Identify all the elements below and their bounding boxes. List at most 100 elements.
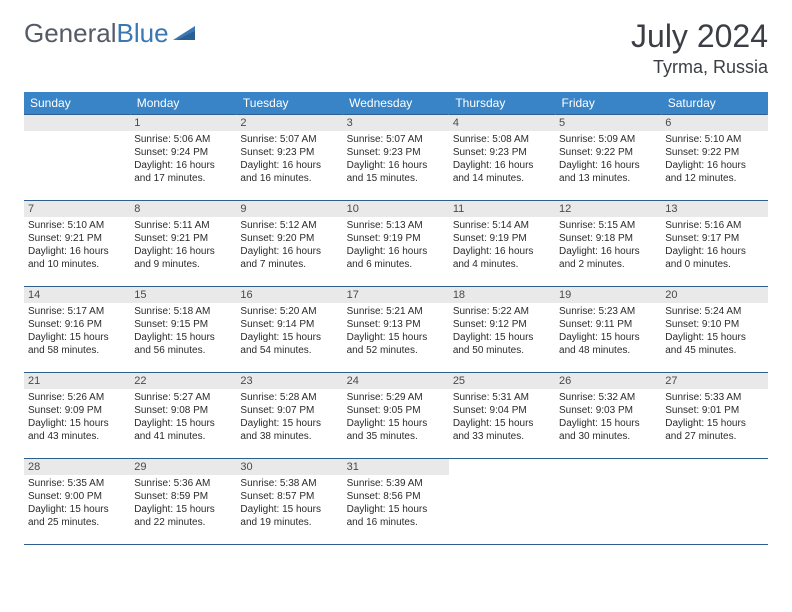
sunrise-text: Sunrise: 5:39 AM: [347, 477, 445, 490]
day-number: 7: [24, 201, 130, 217]
day-number: 8: [130, 201, 236, 217]
sunset-text: Sunset: 9:19 PM: [347, 232, 445, 245]
daylight-text: Daylight: 15 hours and 48 minutes.: [559, 331, 657, 357]
daylight-text: Daylight: 15 hours and 19 minutes.: [240, 503, 338, 529]
daylight-text: Daylight: 15 hours and 33 minutes.: [453, 417, 551, 443]
sunrise-text: Sunrise: 5:33 AM: [665, 391, 763, 404]
daylight-text: Daylight: 16 hours and 16 minutes.: [240, 159, 338, 185]
day-info: Sunrise: 5:32 AMSunset: 9:03 PMDaylight:…: [555, 389, 661, 445]
sunrise-text: Sunrise: 5:28 AM: [240, 391, 338, 404]
daylight-text: Daylight: 16 hours and 13 minutes.: [559, 159, 657, 185]
calendar-cell: 11Sunrise: 5:14 AMSunset: 9:19 PMDayligh…: [449, 201, 555, 287]
sunset-text: Sunset: 9:23 PM: [240, 146, 338, 159]
header: GeneralBlue July 2024 Tyrma, Russia: [24, 18, 768, 78]
brand-triangle-icon: [173, 22, 195, 45]
day-info: Sunrise: 5:10 AMSunset: 9:21 PMDaylight:…: [24, 217, 130, 273]
calendar-cell: 2Sunrise: 5:07 AMSunset: 9:23 PMDaylight…: [236, 115, 342, 201]
sunset-text: Sunset: 9:17 PM: [665, 232, 763, 245]
calendar-cell: 6Sunrise: 5:10 AMSunset: 9:22 PMDaylight…: [661, 115, 767, 201]
calendar-body: 1Sunrise: 5:06 AMSunset: 9:24 PMDaylight…: [24, 115, 768, 545]
calendar-cell: 23Sunrise: 5:28 AMSunset: 9:07 PMDayligh…: [236, 373, 342, 459]
weekday-header: Sunday: [24, 92, 130, 115]
day-info: Sunrise: 5:20 AMSunset: 9:14 PMDaylight:…: [236, 303, 342, 359]
day-number: 17: [343, 287, 449, 303]
sunrise-text: Sunrise: 5:12 AM: [240, 219, 338, 232]
day-info: Sunrise: 5:11 AMSunset: 9:21 PMDaylight:…: [130, 217, 236, 273]
calendar-cell: 7Sunrise: 5:10 AMSunset: 9:21 PMDaylight…: [24, 201, 130, 287]
day-number-empty: [24, 115, 130, 131]
sunset-text: Sunset: 8:59 PM: [134, 490, 232, 503]
day-number: 23: [236, 373, 342, 389]
sunset-text: Sunset: 9:22 PM: [665, 146, 763, 159]
calendar-cell: 31 Sunrise: 5:39 AMSunset: 8:56 PMDayligh…: [343, 459, 449, 545]
brand-text: GeneralBlue: [24, 18, 169, 49]
day-number: 2: [236, 115, 342, 131]
sunrise-text: Sunrise: 5:15 AM: [559, 219, 657, 232]
calendar-row: 14Sunrise: 5:17 AMSunset: 9:16 PMDayligh…: [24, 287, 768, 373]
sunset-text: Sunset: 9:21 PM: [28, 232, 126, 245]
calendar-cell: 22Sunrise: 5:27 AMSunset: 9:08 PMDayligh…: [130, 373, 236, 459]
weekday-header-row: SundayMondayTuesdayWednesdayThursdayFrid…: [24, 92, 768, 115]
day-number: 6: [661, 115, 767, 131]
day-info: Sunrise: 5:22 AMSunset: 9:12 PMDaylight:…: [449, 303, 555, 359]
daylight-text: Daylight: 15 hours and 54 minutes.: [240, 331, 338, 357]
calendar-cell: 30Sunrise: 5:38 AMSunset: 8:57 PMDayligh…: [236, 459, 342, 545]
sunset-text: Sunset: 9:16 PM: [28, 318, 126, 331]
daylight-text: Daylight: 15 hours and 16 minutes.: [347, 503, 445, 529]
day-number: 31: [343, 459, 449, 475]
day-number: 14: [24, 287, 130, 303]
sunset-text: Sunset: 9:11 PM: [559, 318, 657, 331]
calendar-cell: 5Sunrise: 5:09 AMSunset: 9:22 PMDaylight…: [555, 115, 661, 201]
day-info: Sunrise: 5:12 AMSunset: 9:20 PMDaylight:…: [236, 217, 342, 273]
day-number: 25: [449, 373, 555, 389]
daylight-text: Daylight: 15 hours and 56 minutes.: [134, 331, 232, 357]
title-block: July 2024 Tyrma, Russia: [631, 18, 768, 78]
day-info: Sunrise: 5:09 AMSunset: 9:22 PMDaylight:…: [555, 131, 661, 187]
brand-logo: GeneralBlue: [24, 18, 195, 49]
day-number: 16: [236, 287, 342, 303]
sunrise-text: Sunrise: 5:16 AM: [665, 219, 763, 232]
daylight-text: Daylight: 16 hours and 15 minutes.: [347, 159, 445, 185]
calendar-cell-empty: [555, 459, 661, 545]
calendar-cell: 26Sunrise: 5:32 AMSunset: 9:03 PMDayligh…: [555, 373, 661, 459]
day-number: 11: [449, 201, 555, 217]
day-info: Sunrise: 5:15 AMSunset: 9:18 PMDaylight:…: [555, 217, 661, 273]
day-number: 13: [661, 201, 767, 217]
daylight-text: Daylight: 15 hours and 52 minutes.: [347, 331, 445, 357]
day-number: 4: [449, 115, 555, 131]
day-number: 21: [24, 373, 130, 389]
calendar-cell: 8Sunrise: 5:11 AMSunset: 9:21 PMDaylight…: [130, 201, 236, 287]
day-number: 15: [130, 287, 236, 303]
day-number: 12: [555, 201, 661, 217]
day-info: Sunrise: 5:28 AMSunset: 9:07 PMDaylight:…: [236, 389, 342, 445]
calendar-row: 21Sunrise: 5:26 AMSunset: 9:09 PMDayligh…: [24, 373, 768, 459]
calendar-cell: 21Sunrise: 5:26 AMSunset: 9:09 PMDayligh…: [24, 373, 130, 459]
day-number: 3: [343, 115, 449, 131]
sunrise-text: Sunrise: 5:36 AM: [134, 477, 232, 490]
sunset-text: Sunset: 9:03 PM: [559, 404, 657, 417]
calendar-cell-empty: [24, 115, 130, 201]
day-info: Sunrise: 5:08 AMSunset: 9:23 PMDaylight:…: [449, 131, 555, 187]
day-info: Sunrise: 5:26 AMSunset: 9:09 PMDaylight:…: [24, 389, 130, 445]
sunrise-text: Sunrise: 5:27 AM: [134, 391, 232, 404]
day-info: Sunrise: 5:07 AMSunset: 9:23 PMDaylight:…: [343, 131, 449, 187]
day-info: Sunrise: 5:17 AMSunset: 9:16 PMDaylight:…: [24, 303, 130, 359]
sunrise-text: Sunrise: 5:07 AM: [347, 133, 445, 146]
weekday-header: Monday: [130, 92, 236, 115]
sunrise-text: Sunrise: 5:22 AM: [453, 305, 551, 318]
sunset-text: Sunset: 8:56 PM: [347, 490, 445, 503]
daylight-text: Daylight: 16 hours and 6 minutes.: [347, 245, 445, 271]
sunrise-text: Sunrise: 5:38 AM: [240, 477, 338, 490]
daylight-text: Daylight: 16 hours and 4 minutes.: [453, 245, 551, 271]
daylight-text: Daylight: 16 hours and 12 minutes.: [665, 159, 763, 185]
month-title: July 2024: [631, 18, 768, 55]
sunrise-text: Sunrise: 5:17 AM: [28, 305, 126, 318]
calendar-cell: 14Sunrise: 5:17 AMSunset: 9:16 PMDayligh…: [24, 287, 130, 373]
sunset-text: Sunset: 9:23 PM: [347, 146, 445, 159]
sunrise-text: Sunrise: 5:18 AM: [134, 305, 232, 318]
daylight-text: Daylight: 15 hours and 43 minutes.: [28, 417, 126, 443]
sunrise-text: Sunrise: 5:31 AM: [453, 391, 551, 404]
sunrise-text: Sunrise: 5:20 AM: [240, 305, 338, 318]
calendar-row: 7Sunrise: 5:10 AMSunset: 9:21 PMDaylight…: [24, 201, 768, 287]
day-number: 28: [24, 459, 130, 475]
